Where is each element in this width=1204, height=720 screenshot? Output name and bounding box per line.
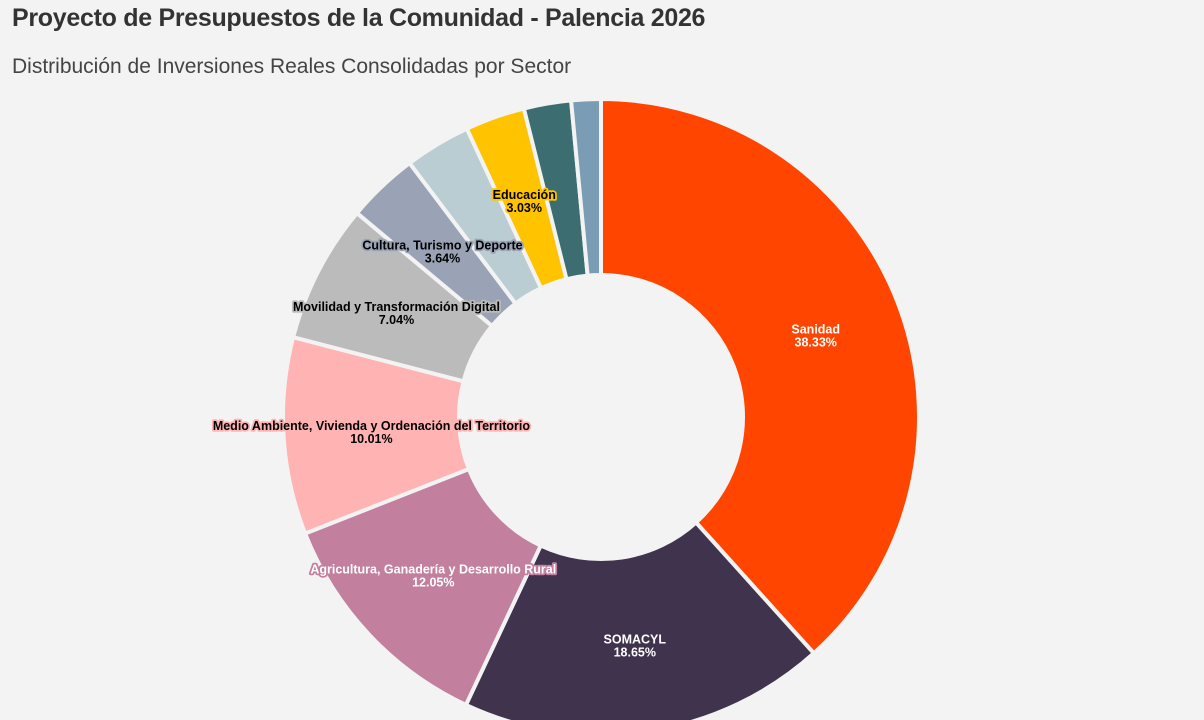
slice-label-value: 10.01% [350, 432, 392, 446]
slice-label-value: 12.05% [412, 575, 454, 589]
donut-slice[interactable] [303, 467, 543, 707]
slice-label-value: 3.64% [425, 251, 460, 265]
donut-slice[interactable] [281, 335, 471, 536]
slice-label-name: Sanidad [791, 323, 840, 337]
slice-label-name: Cultura, Turismo y Deporte [362, 238, 522, 252]
slice-label-name: Medio Ambiente, Vivienda y Ordenación de… [213, 419, 531, 433]
slice-label-value: 18.65% [614, 646, 656, 660]
donut-slice[interactable] [569, 97, 603, 278]
slice-label-name: SOMACYL [604, 633, 667, 647]
slice-label: Medio Ambiente, Vivienda y Ordenación de… [213, 419, 531, 446]
slice-label-name: Educación [493, 188, 556, 202]
slice-label-name: Movilidad y Transformación Digital [293, 300, 500, 314]
slice-label-value: 3.03% [507, 201, 542, 215]
slice-label-value: 7.04% [379, 313, 414, 327]
slice-label: SOMACYL 18.65% [604, 633, 667, 660]
slice-label: Agricultura, Ganadería y Desarrollo Rura… [310, 562, 556, 589]
donut-slice[interactable] [463, 520, 816, 720]
slice-label: Sanidad 38.33% [791, 323, 840, 350]
chart-subtitle: Distribución de Inversiones Reales Conso… [12, 55, 572, 78]
donut-slice[interactable] [599, 97, 921, 656]
slice-label: Movilidad y Transformación Digital 7.04% [293, 300, 500, 327]
chart-title: Proyecto de Presupuestos de la Comunidad… [12, 4, 706, 32]
slice-label-name: Agricultura, Ganadería y Desarrollo Rura… [310, 562, 556, 576]
slice-label-value: 38.33% [795, 336, 837, 350]
slice-label: Educación 3.03% [493, 188, 556, 215]
slice-label: Cultura, Turismo y Deporte 3.64% [362, 238, 522, 265]
